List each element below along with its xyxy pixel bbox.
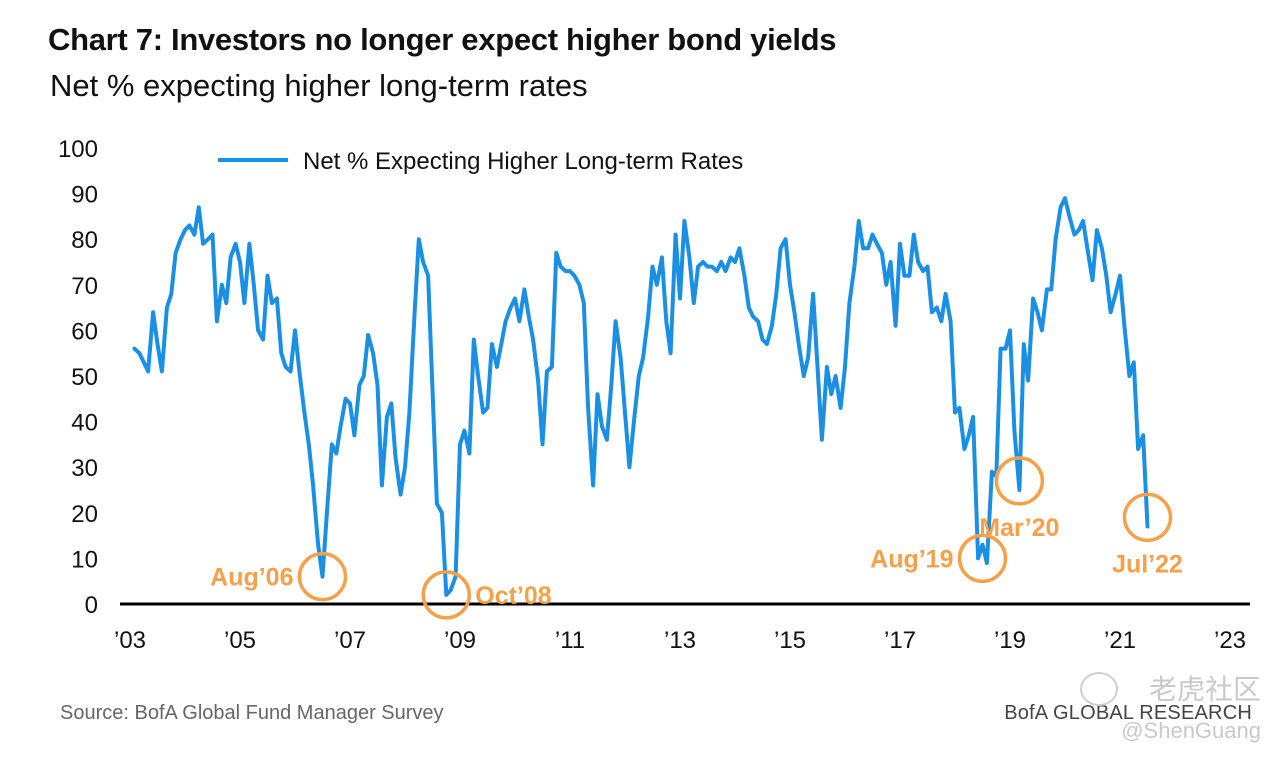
y-tick-label: 50 — [71, 364, 98, 391]
y-tick-label: 40 — [71, 410, 98, 437]
y-tick-label: 100 — [58, 136, 98, 163]
x-axis-ticks: ’03 ’05 ’07 ’09 ’11 ’13 ’15 ’17 ’19 ’21 ’23 — [114, 627, 1246, 654]
x-tick-label: ’19 — [994, 627, 1026, 654]
x-tick-label: ’21 — [1104, 627, 1136, 654]
annotation-circle — [297, 551, 348, 602]
chart-subtitle: Net % expecting higher long-term rates — [50, 68, 588, 103]
watermark-logo-icon — [1080, 672, 1118, 706]
y-tick-label: 60 — [71, 318, 98, 345]
series-line — [132, 196, 1150, 597]
x-tick-label: ’23 — [1214, 627, 1246, 654]
y-tick-label: 90 — [71, 182, 98, 209]
y-tick-label: 70 — [71, 273, 98, 300]
annotation-label: Aug’06 — [210, 564, 293, 592]
watermark-logo-text: 老虎社区 — [1148, 674, 1261, 705]
x-tick-label: ’17 — [884, 627, 916, 654]
x-tick-label: ’03 — [114, 627, 146, 654]
annotation-label: Jul’22 — [1112, 550, 1183, 578]
annotation-circle — [421, 570, 471, 620]
watermark-user: @ShenGuang — [1121, 718, 1261, 743]
source-note: Source: BofA Global Fund Manager Survey — [60, 702, 444, 724]
annotation-circle — [994, 456, 1045, 506]
annotations: Aug’06 Oct’08 Aug’19 Mar’20 Jul’22 — [210, 456, 1183, 620]
x-tick-label: ’11 — [555, 627, 585, 654]
annotation-circle — [1122, 492, 1173, 543]
annotation-circle — [957, 533, 1008, 584]
y-tick-label: 80 — [71, 227, 98, 254]
x-tick-label: ’15 — [774, 627, 806, 654]
annotation-label: Oct’08 — [475, 582, 552, 610]
legend-label: Net % Expecting Higher Long-term Rates — [303, 148, 743, 175]
y-tick-label: 10 — [71, 546, 98, 573]
x-tick-label: ’13 — [664, 627, 696, 654]
y-tick-label: 30 — [71, 455, 98, 482]
chart-title: Chart 7: Investors no longer expect high… — [48, 22, 837, 57]
legend: Net % Expecting Higher Long-term Rates — [218, 148, 743, 175]
y-axis-ticks: 0 10 20 30 40 50 60 70 80 90 100 — [58, 136, 98, 619]
x-tick-label: ’07 — [334, 627, 366, 654]
y-tick-label: 20 — [71, 501, 98, 528]
x-tick-label: ’05 — [224, 627, 256, 654]
annotation-label: Mar’20 — [979, 514, 1059, 542]
annotation-label: Aug’19 — [870, 545, 953, 573]
x-tick-label: ’09 — [444, 627, 476, 654]
y-tick-label: 0 — [85, 592, 98, 619]
brand-label: BofA GLOBAL RESEARCH — [1004, 702, 1252, 724]
